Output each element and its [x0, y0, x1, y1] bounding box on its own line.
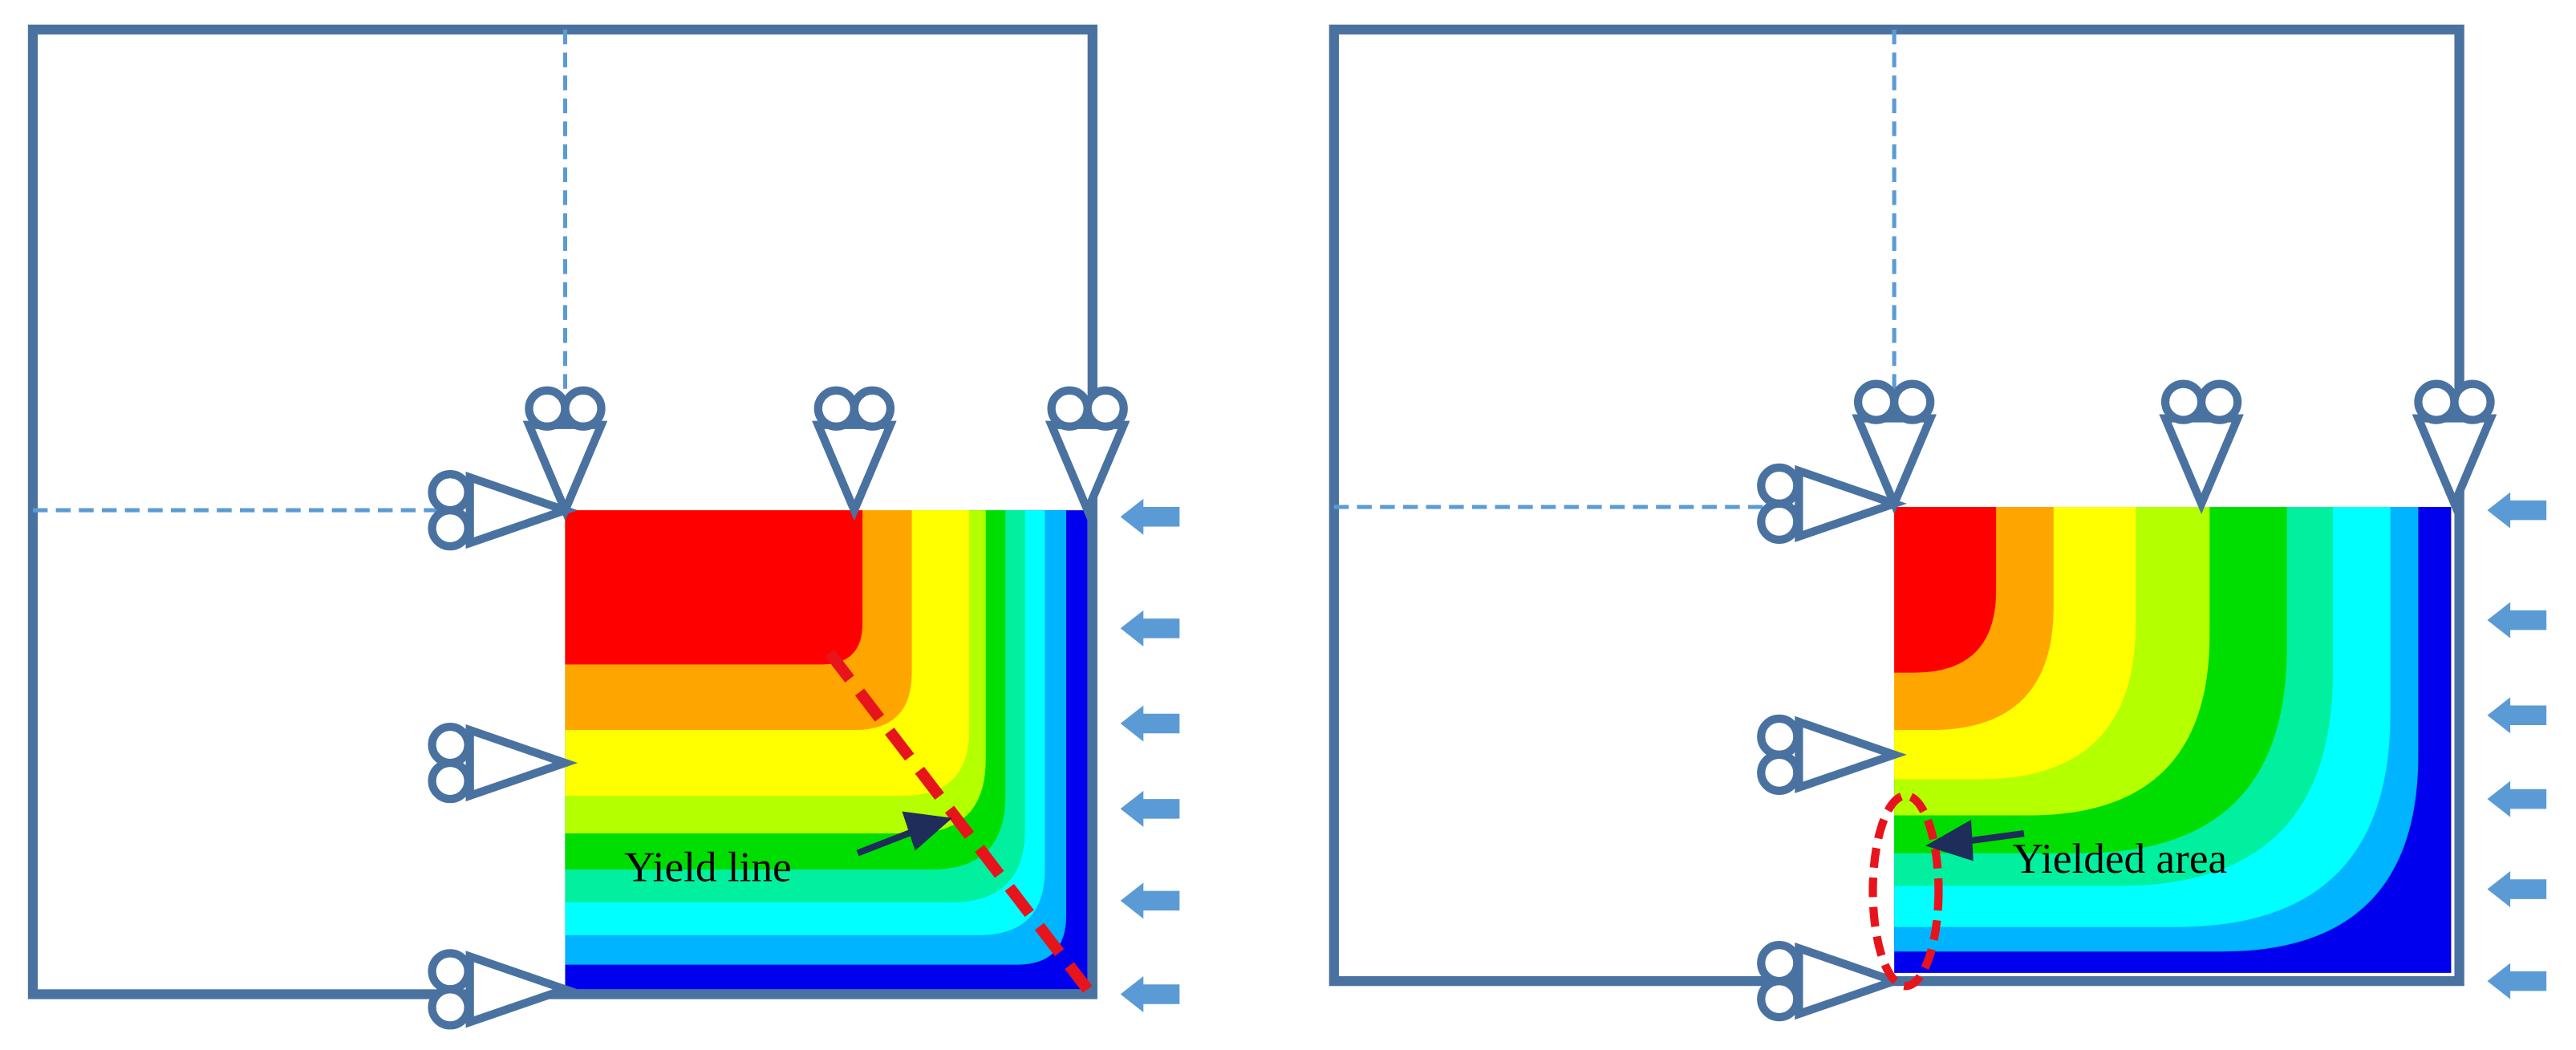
loads	[1120, 492, 2547, 1012]
roller	[2197, 379, 2242, 424]
load-arrow	[2487, 602, 2547, 639]
supports	[428, 379, 2497, 1030]
roller-support	[465, 951, 578, 1028]
roller-support	[2412, 414, 2497, 515]
roller	[850, 386, 895, 431]
pointers	[856, 811, 2025, 861]
roller	[1757, 976, 1802, 1022]
roller-support	[465, 472, 578, 549]
contours	[565, 507, 2452, 990]
yield-ellipse	[1868, 791, 1943, 991]
load-arrow	[2487, 780, 2547, 817]
roller	[2450, 379, 2495, 424]
roller	[428, 985, 473, 1030]
roller	[428, 949, 473, 994]
roller	[525, 386, 570, 431]
roller-support	[1045, 420, 1130, 521]
load-arrow	[2487, 963, 2547, 999]
contour-band	[1894, 507, 1997, 673]
pointer-head	[902, 811, 952, 851]
roller-support	[812, 420, 897, 521]
roller-support	[1795, 464, 1907, 542]
yield-line	[825, 649, 1093, 993]
roller-support	[465, 724, 578, 802]
pointer	[1962, 829, 2025, 845]
roller	[428, 505, 473, 551]
load-arrow	[1120, 610, 1180, 647]
pointer-head	[1925, 819, 1974, 861]
roller	[1890, 379, 1935, 424]
roller	[2160, 379, 2206, 424]
roller	[1757, 463, 1802, 509]
roller	[1083, 386, 1128, 431]
load-arrow	[2487, 492, 2547, 529]
roller	[1853, 379, 1899, 424]
load-arrow	[1120, 705, 1180, 742]
roller	[428, 469, 473, 515]
roller	[428, 722, 473, 768]
roller	[1757, 714, 1802, 759]
annotation: Yield line	[624, 843, 791, 890]
roller-support	[2159, 414, 2244, 515]
roller-support	[1795, 716, 1907, 793]
roller	[1757, 940, 1802, 986]
roller	[813, 386, 858, 431]
load-arrow	[2487, 871, 2547, 908]
roller-support	[522, 420, 608, 521]
contour-band	[565, 510, 863, 665]
axes	[32, 29, 1897, 513]
roller	[561, 386, 606, 431]
load-arrow	[1120, 882, 1180, 919]
annotation: Yielded area	[2013, 835, 2228, 882]
load-arrow	[1120, 790, 1180, 827]
roller-support	[1852, 414, 1937, 515]
roller	[2414, 379, 2459, 424]
roller	[428, 758, 473, 804]
load-arrow	[2487, 697, 2547, 734]
roller	[1757, 499, 1802, 545]
roller	[1757, 750, 1802, 795]
load-arrow	[1120, 498, 1180, 535]
pointer	[856, 827, 919, 857]
roller-support	[1795, 943, 1907, 1020]
load-arrow	[1120, 975, 1180, 1012]
roller	[1047, 386, 1092, 431]
